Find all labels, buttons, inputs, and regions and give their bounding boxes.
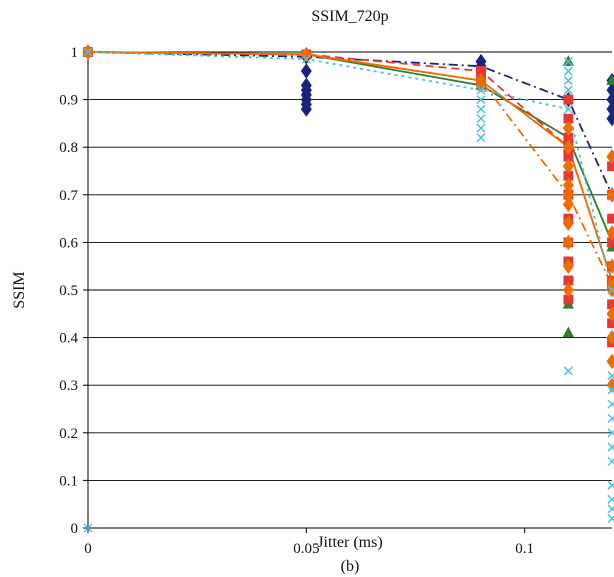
series-3-scatter-0 bbox=[562, 282, 574, 298]
series-3-scatter-15 bbox=[606, 225, 614, 241]
series-5-scatter-17 bbox=[607, 413, 614, 424]
series-5-scatter-12 bbox=[607, 494, 614, 504]
series-0-line bbox=[87, 51, 613, 196]
y-tick-label-5: 0.5 bbox=[59, 283, 78, 299]
series-3-scatter-6 bbox=[562, 158, 574, 174]
series-3-scatter-12 bbox=[606, 306, 614, 322]
y-tick-label-3: 0.3 bbox=[59, 378, 78, 394]
series-5-scatter-13 bbox=[607, 480, 614, 490]
marker-layer bbox=[82, 44, 614, 533]
text-layer: SSIM_720p SSIM Jitter (ms) (b) 0 0.1 0.2 0.… bbox=[11, 8, 534, 575]
series-5-scatter-20 bbox=[607, 371, 614, 381]
series-5-scatter-16 bbox=[607, 428, 614, 438]
series-5-scatter-14 bbox=[607, 456, 614, 466]
chart-title: SSIM_720p bbox=[311, 8, 388, 25]
series-2-scatter-10 bbox=[563, 94, 574, 105]
series-5-point-3 bbox=[563, 104, 573, 114]
series-1-scatter-3 bbox=[606, 74, 614, 85]
panel-label: (b) bbox=[341, 558, 360, 575]
series-5-point-2 bbox=[476, 85, 486, 95]
series-4-point-4 bbox=[607, 276, 614, 285]
axis-layer bbox=[83, 51, 612, 533]
series-5-point-4 bbox=[607, 285, 614, 295]
x-tick-label-1: 0.05 bbox=[293, 541, 319, 557]
x-tick-label-0: 0 bbox=[84, 541, 92, 557]
series-2-scatter-12 bbox=[607, 318, 614, 329]
series-3-scatter-10 bbox=[606, 353, 614, 370]
series-4-point-2 bbox=[476, 76, 486, 85]
series-2-scatter-19 bbox=[607, 161, 614, 172]
series-5-scatter-5 bbox=[563, 366, 573, 376]
series-2-scatter-13 bbox=[607, 299, 614, 310]
series-5-point-1 bbox=[301, 54, 311, 64]
y-axis-label: SSIM bbox=[11, 271, 28, 308]
y-tick-label-6: 0.6 bbox=[59, 235, 78, 251]
series-3-scatter-14 bbox=[606, 258, 614, 274]
series-2-scatter-17 bbox=[607, 213, 614, 224]
y-tick-label-4: 0.4 bbox=[59, 331, 78, 347]
y-tick-label-9: 0.9 bbox=[59, 93, 78, 109]
x-axis-label: Jitter (ms) bbox=[317, 534, 382, 551]
series-5-scatter-15 bbox=[607, 442, 614, 452]
series-3-scatter-8 bbox=[562, 120, 574, 136]
y-tick-label-1: 0.1 bbox=[59, 473, 78, 489]
series-5-scatter-10 bbox=[607, 513, 614, 524]
series-3-scatter-1 bbox=[562, 258, 574, 274]
series-5-scatter-4 bbox=[476, 95, 486, 105]
series-3-scatter-2 bbox=[562, 234, 574, 251]
series-3-scatter-11 bbox=[606, 329, 614, 346]
x-tick-label-2: 0.1 bbox=[515, 541, 534, 557]
series-layer bbox=[87, 51, 613, 291]
series-5-scatter-11 bbox=[607, 504, 614, 514]
series-0-scatter-5 bbox=[300, 77, 312, 94]
series-5-point-0 bbox=[83, 47, 93, 57]
series-5-scatter-2 bbox=[476, 114, 486, 124]
series-3-scatter-16 bbox=[606, 187, 614, 203]
series-0-scatter-13 bbox=[606, 110, 614, 127]
series-5-line bbox=[87, 51, 613, 291]
series-5-scatter-6 bbox=[563, 85, 573, 95]
series-1-scatter-0 bbox=[562, 326, 574, 338]
series-5-scatter-9 bbox=[563, 56, 573, 67]
y-tick-label-7: 0.7 bbox=[59, 188, 78, 204]
y-tick-label-2: 0.2 bbox=[59, 426, 78, 442]
series-5-scatter-8 bbox=[563, 66, 573, 76]
series-3-scatter-17 bbox=[606, 149, 614, 165]
series-3-line bbox=[87, 51, 613, 286]
series-5-scatter-19 bbox=[607, 385, 614, 395]
series-5-scatter-3 bbox=[476, 104, 486, 114]
series-3-scatter-4 bbox=[562, 196, 574, 213]
grid-layer bbox=[88, 51, 612, 481]
y-tick-label-10: 1 bbox=[71, 45, 79, 61]
series-3-scatter-5 bbox=[562, 177, 574, 193]
series-0-scatter-6 bbox=[300, 63, 312, 79]
series-5-scatter-0 bbox=[476, 133, 486, 143]
y-tick-label-8: 0.8 bbox=[59, 140, 78, 156]
series-5-scatter-18 bbox=[607, 399, 614, 409]
y-tick-label-0: 0 bbox=[71, 521, 79, 537]
series-5-scatter-21 bbox=[83, 523, 93, 533]
series-4-point-3 bbox=[564, 142, 573, 152]
series-4-line bbox=[87, 51, 613, 281]
series-5-scatter-7 bbox=[563, 76, 573, 86]
series-2-scatter-16 bbox=[607, 237, 614, 248]
series-3-scatter-3 bbox=[562, 215, 574, 232]
series-2-line bbox=[87, 51, 613, 281]
series-5-scatter-1 bbox=[476, 123, 486, 133]
